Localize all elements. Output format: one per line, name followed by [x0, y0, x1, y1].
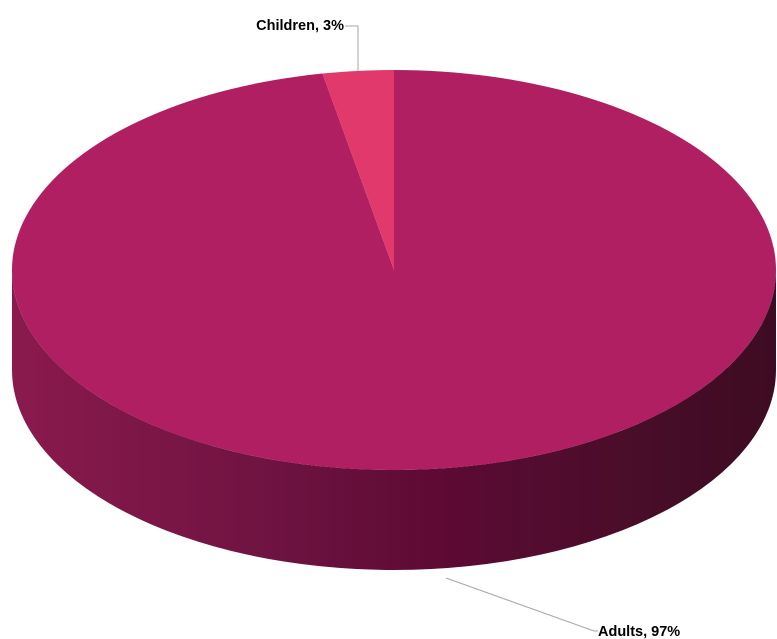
pie-slice-children: [322, 70, 394, 270]
leader-line-adults: [445, 577, 598, 632]
leader-lines: [345, 25, 598, 632]
data-labels: Adults, 97% Children, 3%: [256, 18, 680, 639]
pie-slices: [12, 70, 776, 470]
pie-side-wall: [12, 270, 776, 570]
data-label-children: Children, 3%: [256, 18, 344, 34]
leader-line-children: [345, 25, 359, 71]
pie-slice-adults: [12, 70, 776, 470]
data-label-adults: Adults, 97%: [598, 624, 680, 639]
